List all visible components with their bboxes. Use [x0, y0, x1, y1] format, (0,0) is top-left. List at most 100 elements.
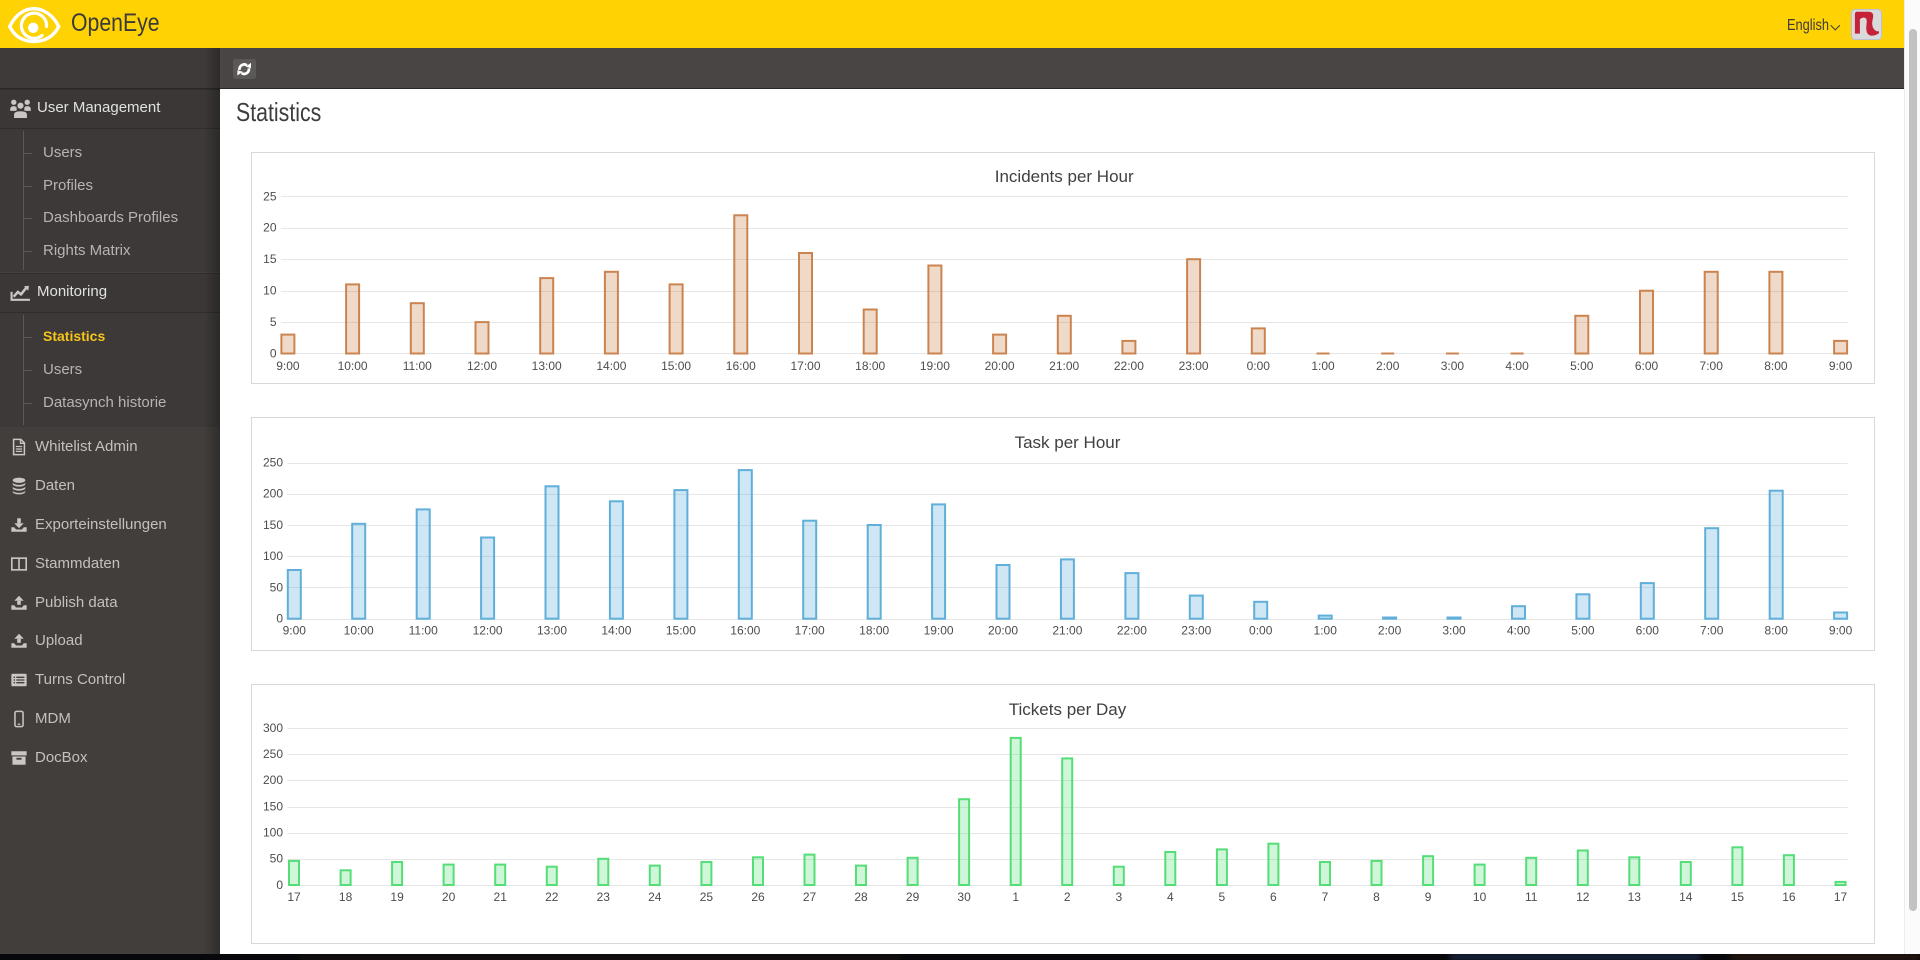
svg-text:21:00: 21:00: [1052, 624, 1082, 638]
svg-text:Task per Hour: Task per Hour: [1015, 433, 1121, 452]
svg-text:2:00: 2:00: [1378, 624, 1402, 638]
svg-text:29: 29: [906, 890, 920, 904]
svg-text:15:00: 15:00: [661, 359, 691, 373]
svg-text:5: 5: [1219, 890, 1226, 904]
svg-text:25: 25: [263, 189, 277, 203]
svg-text:3:00: 3:00: [1442, 624, 1466, 638]
svg-text:250: 250: [263, 747, 283, 761]
svg-text:13: 13: [1628, 890, 1642, 904]
svg-text:300: 300: [263, 721, 283, 735]
svg-text:0:00: 0:00: [1249, 624, 1273, 638]
svg-text:25: 25: [700, 890, 714, 904]
svg-text:19: 19: [390, 890, 404, 904]
svg-text:19:00: 19:00: [920, 359, 950, 373]
svg-text:22:00: 22:00: [1117, 624, 1147, 638]
svg-text:6:00: 6:00: [1635, 359, 1659, 373]
svg-text:Tickets per Day: Tickets per Day: [1009, 700, 1127, 719]
svg-text:3: 3: [1115, 890, 1122, 904]
svg-text:150: 150: [263, 518, 283, 532]
svg-text:17: 17: [287, 890, 301, 904]
svg-text:6:00: 6:00: [1636, 624, 1660, 638]
svg-text:1:00: 1:00: [1311, 359, 1335, 373]
svg-text:23:00: 23:00: [1181, 624, 1211, 638]
svg-text:14:00: 14:00: [596, 359, 626, 373]
svg-text:10: 10: [263, 284, 277, 298]
svg-text:1:00: 1:00: [1314, 624, 1338, 638]
svg-text:2: 2: [1064, 890, 1071, 904]
svg-text:14: 14: [1679, 890, 1693, 904]
svg-text:3:00: 3:00: [1441, 359, 1465, 373]
svg-text:22:00: 22:00: [1114, 359, 1144, 373]
svg-text:16:00: 16:00: [730, 624, 760, 638]
svg-text:0:00: 0:00: [1247, 359, 1271, 373]
svg-text:12: 12: [1576, 890, 1590, 904]
svg-text:10:00: 10:00: [338, 359, 368, 373]
svg-text:18:00: 18:00: [855, 359, 885, 373]
svg-text:12:00: 12:00: [467, 359, 497, 373]
svg-text:8: 8: [1373, 890, 1380, 904]
svg-text:13:00: 13:00: [532, 359, 562, 373]
svg-text:8:00: 8:00: [1764, 359, 1788, 373]
svg-text:0: 0: [270, 346, 277, 360]
svg-text:4: 4: [1167, 890, 1174, 904]
svg-text:7:00: 7:00: [1700, 624, 1724, 638]
svg-text:20: 20: [263, 221, 277, 235]
svg-text:5:00: 5:00: [1570, 359, 1594, 373]
svg-text:0: 0: [276, 878, 283, 892]
svg-text:9: 9: [1425, 890, 1432, 904]
svg-text:10: 10: [1473, 890, 1487, 904]
svg-text:15: 15: [1731, 890, 1745, 904]
svg-text:1: 1: [1012, 890, 1019, 904]
svg-text:21: 21: [494, 890, 508, 904]
svg-text:30: 30: [957, 890, 971, 904]
svg-text:20:00: 20:00: [988, 624, 1018, 638]
svg-text:4:00: 4:00: [1507, 624, 1531, 638]
svg-text:9:00: 9:00: [276, 359, 300, 373]
svg-text:21:00: 21:00: [1049, 359, 1079, 373]
svg-text:10:00: 10:00: [344, 624, 374, 638]
svg-text:7:00: 7:00: [1700, 359, 1724, 373]
svg-text:15: 15: [263, 252, 277, 266]
svg-text:6: 6: [1270, 890, 1277, 904]
svg-text:200: 200: [263, 773, 283, 787]
svg-text:16:00: 16:00: [726, 359, 756, 373]
svg-text:19:00: 19:00: [924, 624, 954, 638]
svg-text:200: 200: [263, 487, 283, 501]
svg-text:250: 250: [263, 456, 283, 470]
svg-text:7: 7: [1322, 890, 1329, 904]
svg-text:23: 23: [597, 890, 611, 904]
svg-text:100: 100: [263, 549, 283, 563]
svg-text:5:00: 5:00: [1571, 624, 1595, 638]
svg-text:26: 26: [751, 890, 765, 904]
svg-text:5: 5: [270, 315, 277, 329]
svg-text:17:00: 17:00: [790, 359, 820, 373]
svg-text:11:00: 11:00: [409, 624, 438, 638]
svg-text:22: 22: [545, 890, 559, 904]
svg-text:2:00: 2:00: [1376, 359, 1400, 373]
svg-text:17:00: 17:00: [795, 624, 825, 638]
svg-text:16: 16: [1782, 890, 1796, 904]
svg-text:18:00: 18:00: [859, 624, 889, 638]
svg-text:9:00: 9:00: [1829, 624, 1853, 638]
svg-text:100: 100: [263, 826, 283, 840]
svg-text:150: 150: [263, 799, 283, 813]
svg-text:20: 20: [442, 890, 456, 904]
svg-text:9:00: 9:00: [1829, 359, 1853, 373]
svg-text:18: 18: [339, 890, 353, 904]
svg-text:23:00: 23:00: [1179, 359, 1209, 373]
svg-text:Incidents per Hour: Incidents per Hour: [995, 167, 1134, 186]
svg-text:11:00: 11:00: [403, 359, 432, 373]
svg-text:13:00: 13:00: [537, 624, 567, 638]
svg-text:27: 27: [803, 890, 817, 904]
svg-text:17: 17: [1834, 890, 1848, 904]
svg-text:4:00: 4:00: [1505, 359, 1529, 373]
svg-text:9:00: 9:00: [283, 624, 307, 638]
svg-text:11: 11: [1525, 890, 1538, 904]
svg-text:28: 28: [854, 890, 868, 904]
svg-text:50: 50: [270, 852, 284, 866]
svg-text:24: 24: [648, 890, 662, 904]
svg-text:14:00: 14:00: [601, 624, 631, 638]
svg-text:0: 0: [276, 612, 283, 626]
svg-text:8:00: 8:00: [1765, 624, 1789, 638]
svg-text:12:00: 12:00: [473, 624, 503, 638]
